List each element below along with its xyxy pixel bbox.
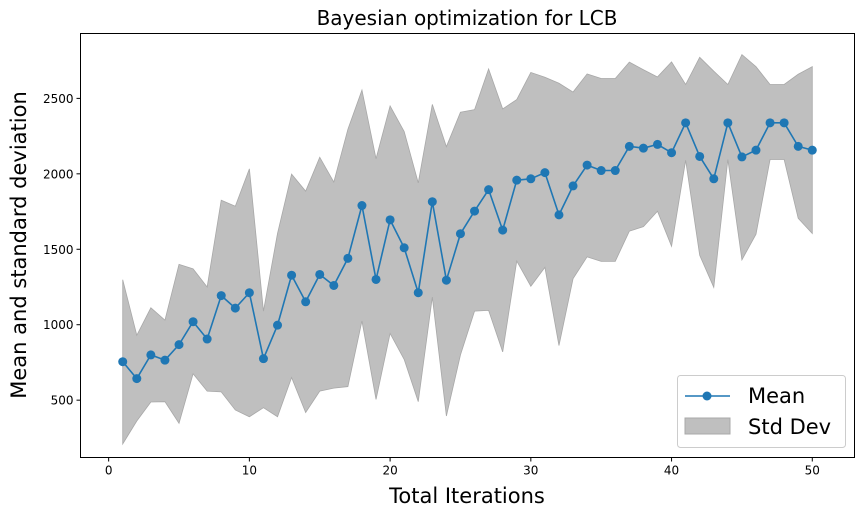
y-axis-ticks: 500 1000 1500 2000 2500: [43, 92, 81, 408]
mean-point: [709, 174, 719, 184]
mean-point: [216, 291, 226, 301]
mean-point: [188, 317, 198, 327]
mean-point: [652, 139, 662, 149]
mean-point: [287, 270, 297, 280]
mean-point: [667, 148, 677, 158]
x-tick-label: 50: [805, 464, 820, 478]
legend-std-dev-label: Std Dev: [748, 415, 831, 439]
mean-point: [427, 197, 437, 207]
mean-point: [807, 145, 817, 155]
mean-point: [779, 118, 789, 128]
mean-point: [765, 118, 775, 128]
legend-mean-label: Mean: [748, 384, 805, 408]
mean-point: [230, 303, 240, 313]
mean-point: [343, 253, 353, 263]
x-tick-label: 20: [382, 464, 397, 478]
x-tick-label: 40: [664, 464, 679, 478]
x-axis-ticks: 0 10 20 30 40 50: [105, 457, 820, 478]
mean-point: [624, 141, 634, 151]
mean-point: [540, 168, 550, 178]
mean-point: [610, 166, 620, 176]
mean-point: [160, 355, 170, 365]
x-tick-label: 10: [242, 464, 257, 478]
mean-point: [484, 185, 494, 195]
legend-mean-marker-swatch: [702, 391, 712, 401]
mean-point: [385, 215, 395, 225]
chart-title: Bayesian optimization for LCB: [317, 6, 618, 30]
mean-point: [681, 118, 691, 128]
mean-point: [329, 280, 339, 290]
mean-point: [582, 160, 592, 170]
x-tick-label: 0: [105, 464, 113, 478]
mean-point: [413, 288, 423, 298]
mean-point: [498, 225, 508, 235]
mean-point: [118, 357, 128, 367]
mean-point: [512, 175, 522, 185]
y-tick-label: 500: [51, 394, 74, 408]
mean-point: [202, 334, 212, 344]
y-axis-label: Mean and standard deviation: [7, 91, 31, 399]
y-tick-label: 1000: [43, 318, 74, 332]
mean-point: [315, 269, 325, 279]
mean-point: [174, 340, 184, 350]
mean-point: [751, 145, 761, 155]
mean-point: [793, 141, 803, 151]
mean-point: [568, 181, 578, 191]
mean-marker-layer: [118, 118, 817, 384]
mean-point: [455, 229, 465, 239]
mean-point: [146, 350, 156, 360]
mean-point: [258, 354, 268, 364]
mean-point: [723, 118, 733, 128]
plot-frame: [80, 33, 855, 458]
mean-point: [526, 174, 536, 184]
y-tick-label: 2500: [43, 92, 74, 106]
mean-point: [441, 275, 451, 285]
mean-point: [554, 210, 564, 220]
std-dev-band: [122, 53, 813, 446]
mean-point: [470, 206, 480, 216]
mean-point: [357, 201, 367, 211]
x-axis-label: Total Iterations: [388, 484, 545, 508]
mean-point: [301, 297, 311, 307]
legend: Mean Std Dev: [677, 375, 846, 448]
mean-point: [737, 152, 747, 162]
std-dev-band-layer: [122, 53, 813, 446]
mean-point: [132, 374, 142, 384]
mean-point: [596, 166, 606, 176]
x-tick-label: 30: [523, 464, 538, 478]
y-tick-label: 2000: [43, 167, 74, 181]
mean-point: [695, 151, 705, 161]
legend-std-dev-swatch: [684, 417, 731, 435]
mean-point: [638, 143, 648, 153]
mean-point: [273, 320, 283, 330]
mean-point: [399, 243, 409, 253]
mean-point: [371, 274, 381, 284]
y-tick-label: 1500: [43, 243, 74, 257]
mean-point: [244, 288, 254, 298]
